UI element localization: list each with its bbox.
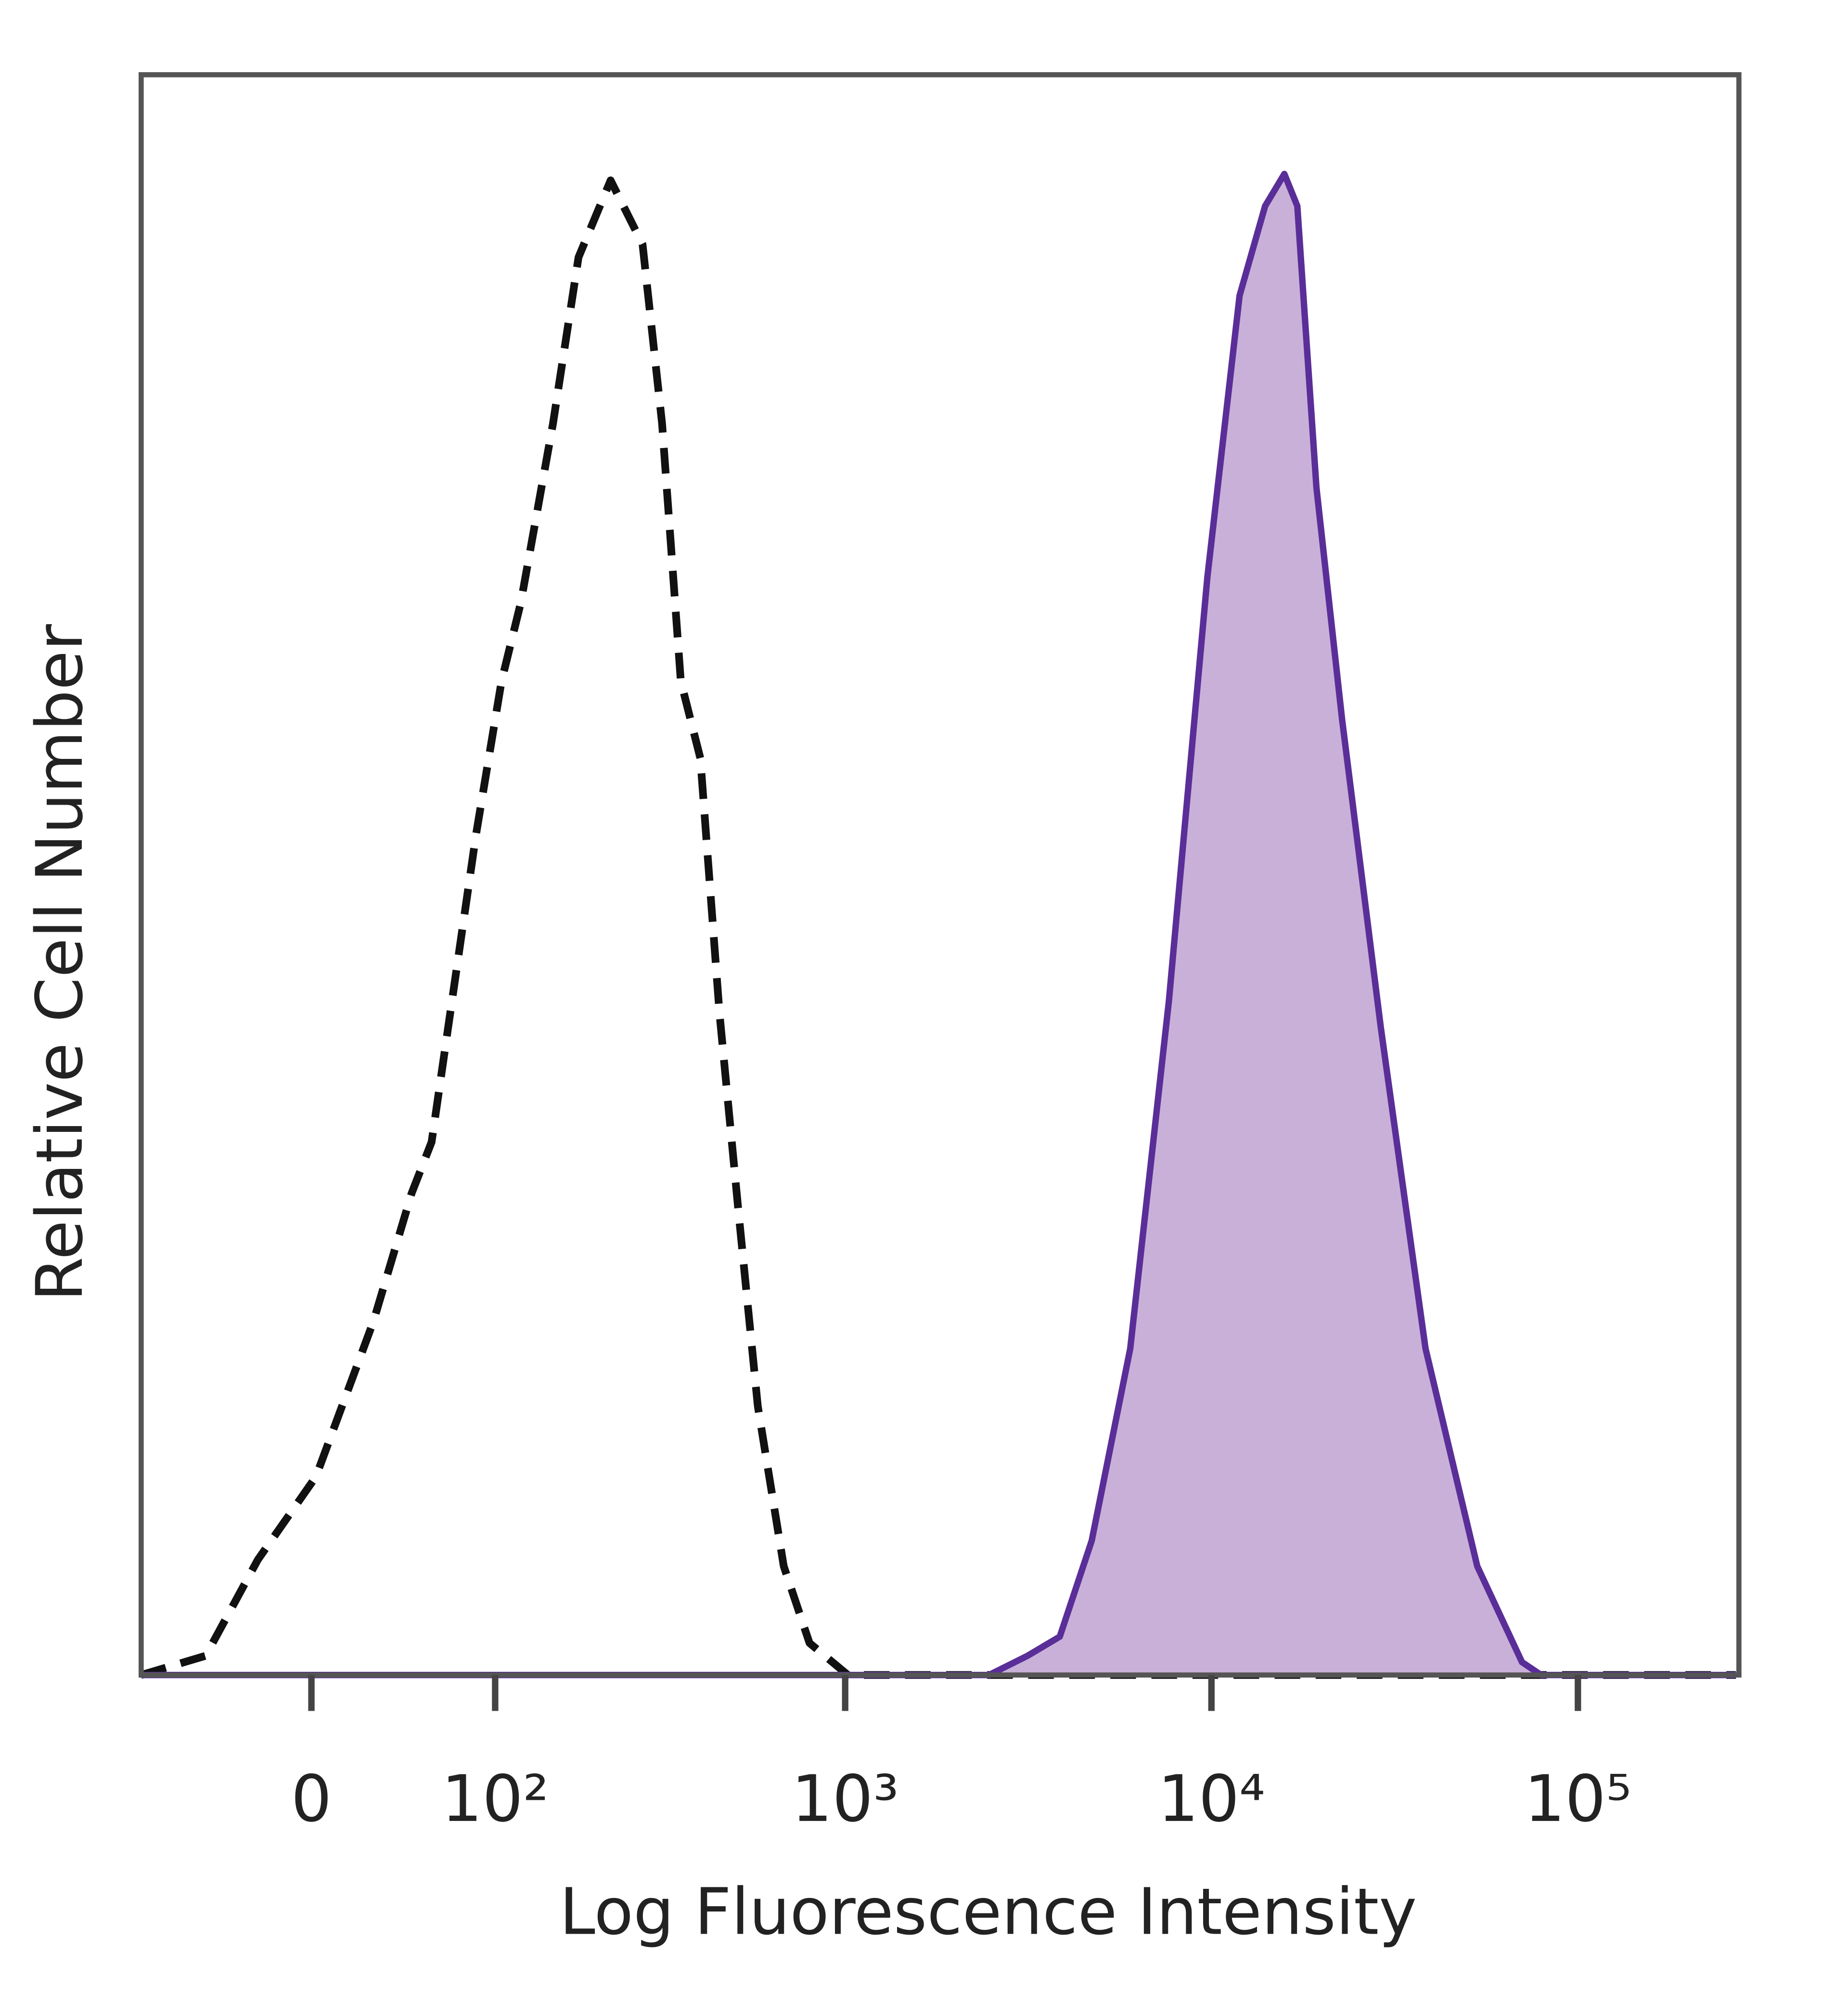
histogram-line [141, 170, 1736, 1679]
histogram-fill [141, 174, 1736, 1675]
x-tick-label: 10⁵ [1524, 1762, 1631, 1836]
x-tick-label: 10⁴ [1158, 1762, 1265, 1836]
x-tick-label: 10³ [792, 1762, 899, 1836]
y-axis-label: Relative Cell Number [23, 624, 97, 1301]
x-axis-label: Log Fluorescence Intensity [560, 1875, 1417, 1949]
x-tick-label: 0 [291, 1762, 332, 1836]
x-tick-label: 10² [441, 1762, 549, 1836]
plot-frame [139, 72, 1742, 1678]
isotype-line [140, 176, 1736, 1679]
